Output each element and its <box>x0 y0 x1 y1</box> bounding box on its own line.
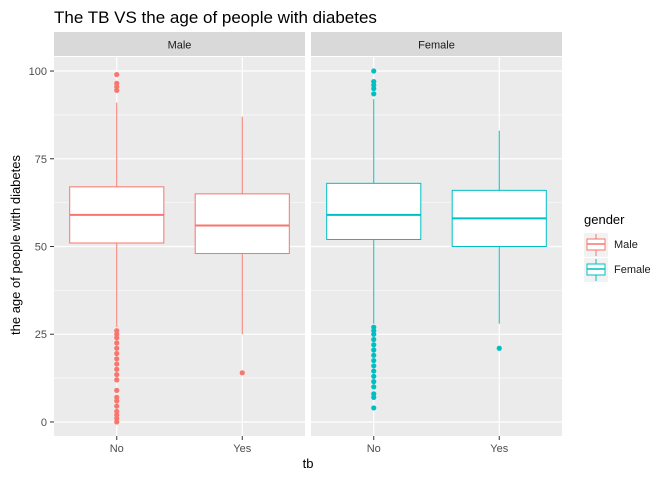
facet-panel-male <box>54 57 305 436</box>
outlier-point <box>371 391 377 397</box>
x-tick-label: Yes <box>233 443 251 455</box>
x-axis-label: tb <box>303 456 314 471</box>
outlier-point <box>239 370 245 376</box>
outlier-point <box>114 345 120 351</box>
outlier-point <box>496 345 502 351</box>
outlier-point <box>114 408 120 415</box>
facet-strip-label-male: Male <box>168 40 192 52</box>
outlier-point <box>114 361 120 367</box>
outlier-point <box>114 350 120 357</box>
outlier-point <box>371 384 377 390</box>
box-female-no <box>326 182 422 240</box>
outlier-point <box>371 91 377 97</box>
outlier-point <box>114 403 120 409</box>
x-tick-label: No <box>110 443 124 455</box>
y-tick-label: 100 <box>29 66 47 78</box>
outlier-point <box>371 324 377 330</box>
legend-label-female: Female <box>614 264 651 276</box>
outlier-point <box>114 71 120 78</box>
outlier-point <box>371 336 377 343</box>
outlier-point <box>114 80 120 86</box>
outlier-point <box>371 68 377 74</box>
x-axis: No Yes No Yes <box>110 436 509 455</box>
x-tick-label: Yes <box>490 443 508 455</box>
outlier-point <box>114 366 120 372</box>
facet-panel-female <box>311 57 562 436</box>
outlier-point <box>114 394 120 400</box>
y-tick-label: 25 <box>35 329 47 341</box>
outlier-point <box>371 363 377 369</box>
y-tick-label: 0 <box>41 417 47 429</box>
legend-item-female <box>584 258 608 282</box>
outlier-point <box>114 328 120 334</box>
facet-strip-label-female: Female <box>418 40 455 52</box>
legend-title: gender <box>584 212 625 227</box>
outlier-point <box>114 356 120 362</box>
outlier-point <box>371 405 377 411</box>
x-tick-label: No <box>367 443 381 455</box>
outlier-point <box>114 377 120 383</box>
y-axis: 0 25 50 75 100 <box>29 66 54 429</box>
outlier-point <box>371 379 377 385</box>
outlier-point <box>371 373 377 379</box>
outlier-point <box>371 357 377 364</box>
outlier-point <box>371 347 377 353</box>
box-male-yes <box>194 193 290 255</box>
facet-strip-female <box>311 32 562 56</box>
outlier-point <box>371 368 377 374</box>
outlier-point <box>114 387 120 393</box>
outlier-point <box>114 340 120 346</box>
legend-item-male <box>584 233 608 257</box>
outlier-point <box>371 342 377 348</box>
facet-strip-male <box>54 32 305 56</box>
legend: gender Male Female <box>584 212 651 282</box>
chart-title: The TB VS the age of people with diabete… <box>54 8 377 27</box>
y-axis-label: the age of people with diabetes <box>8 155 23 335</box>
outlier-point <box>114 371 120 378</box>
legend-label-male: Male <box>614 239 638 251</box>
outlier-point <box>371 352 377 358</box>
y-tick-label: 75 <box>35 154 47 166</box>
outlier-point <box>371 78 377 85</box>
y-tick-label: 50 <box>35 242 47 254</box>
